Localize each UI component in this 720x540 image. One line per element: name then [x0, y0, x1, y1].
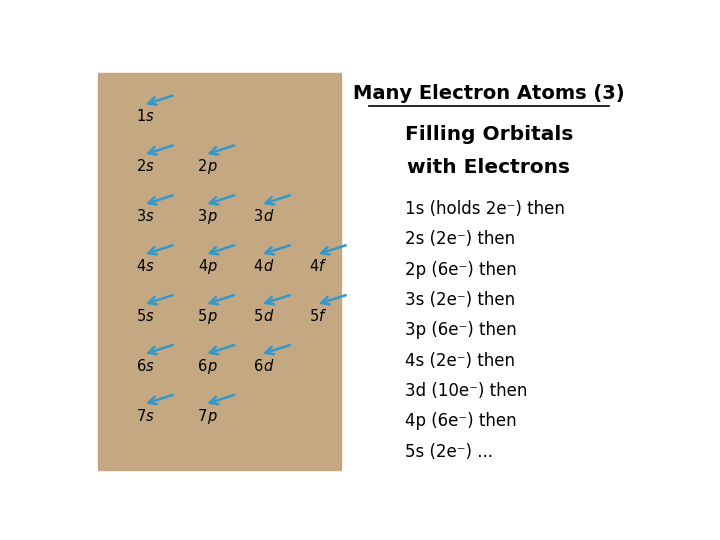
Text: s: s — [145, 309, 153, 324]
Text: f: f — [319, 309, 324, 324]
Text: 3p (6e⁻) then: 3p (6e⁻) then — [405, 321, 517, 339]
Text: 1: 1 — [137, 109, 145, 124]
FancyBboxPatch shape — [99, 73, 341, 470]
Text: 2p (6e⁻) then: 2p (6e⁻) then — [405, 261, 517, 279]
Text: 6: 6 — [253, 359, 263, 374]
Text: 4s (2e⁻) then: 4s (2e⁻) then — [405, 352, 516, 370]
Text: d: d — [263, 259, 272, 274]
Text: d: d — [263, 359, 272, 374]
Text: p: p — [207, 159, 217, 174]
Text: p: p — [207, 409, 217, 424]
Text: 3s (2e⁻) then: 3s (2e⁻) then — [405, 291, 516, 309]
Text: 4: 4 — [310, 259, 319, 274]
Text: s: s — [145, 109, 153, 124]
Text: 3: 3 — [137, 209, 145, 224]
Text: 5s (2e⁻) ...: 5s (2e⁻) ... — [405, 443, 493, 461]
Text: s: s — [145, 359, 153, 374]
Text: 1s (holds 2e⁻) then: 1s (holds 2e⁻) then — [405, 200, 565, 218]
Text: 5: 5 — [137, 309, 145, 324]
Text: p: p — [207, 259, 217, 274]
Text: 7: 7 — [198, 409, 207, 424]
Text: Many Electron Atoms (3): Many Electron Atoms (3) — [353, 84, 625, 103]
Text: p: p — [207, 209, 217, 224]
Text: 4: 4 — [253, 259, 263, 274]
Text: with Electrons: with Electrons — [408, 158, 570, 177]
Text: 6: 6 — [198, 359, 207, 374]
Text: p: p — [207, 309, 217, 324]
Text: 3: 3 — [254, 209, 263, 224]
Text: 4: 4 — [137, 259, 145, 274]
Text: 2: 2 — [136, 159, 145, 174]
Text: s: s — [145, 159, 153, 174]
Text: 4: 4 — [198, 259, 207, 274]
Text: Filling Orbitals: Filling Orbitals — [405, 125, 573, 144]
Text: 2: 2 — [198, 159, 207, 174]
Text: f: f — [319, 259, 324, 274]
Text: d: d — [263, 209, 272, 224]
Text: s: s — [145, 259, 153, 274]
Text: 2s (2e⁻) then: 2s (2e⁻) then — [405, 230, 516, 248]
Text: s: s — [145, 409, 153, 424]
Text: 4p (6e⁻) then: 4p (6e⁻) then — [405, 413, 517, 430]
Text: 3: 3 — [198, 209, 207, 224]
Text: p: p — [207, 359, 217, 374]
Text: d: d — [263, 309, 272, 324]
Text: s: s — [145, 209, 153, 224]
Text: 3d (10e⁻) then: 3d (10e⁻) then — [405, 382, 528, 400]
Text: 5: 5 — [198, 309, 207, 324]
Text: 7: 7 — [136, 409, 145, 424]
Text: 5: 5 — [310, 309, 319, 324]
Text: 5: 5 — [253, 309, 263, 324]
Text: 6: 6 — [137, 359, 145, 374]
